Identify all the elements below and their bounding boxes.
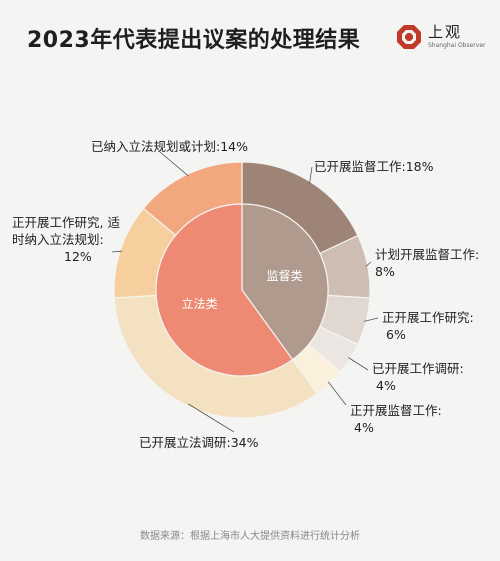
inner-slice-0 bbox=[241, 203, 329, 361]
brand-logo: 上观 Shanghai Observer bbox=[396, 24, 485, 50]
label-work-research: 正开展工作研究: 6% bbox=[382, 310, 474, 342]
logo-text: 上观 bbox=[428, 23, 463, 41]
label-legislative-plan: 已纳入立法规划或计划:14% bbox=[91, 139, 248, 154]
leader-line-0 bbox=[309, 166, 313, 184]
inner-slice-label-0: 监督类 bbox=[267, 268, 303, 283]
leader-line-1 bbox=[365, 261, 372, 267]
label-supervision-planned: 计划开展监督工作: 8% bbox=[375, 247, 480, 279]
label-supervision-done: 已开展监督工作:18% bbox=[314, 159, 434, 174]
leader-line-6 bbox=[111, 250, 123, 253]
leader-line-2 bbox=[363, 317, 379, 322]
inner-slice-1 bbox=[155, 203, 294, 377]
label-supervision-ongoing: 正开展监督工作: 4% bbox=[350, 403, 442, 435]
label-work-survey: 已开展工作调研: 4% bbox=[372, 361, 464, 393]
label-legislative-survey: 已开展立法调研:34% bbox=[139, 435, 259, 450]
chart-title: 2023年代表提出议案的处理结果 bbox=[27, 28, 361, 53]
leader-line-5 bbox=[188, 403, 235, 433]
inner-slice-label-1: 立法类 bbox=[181, 296, 217, 311]
leader-line-3 bbox=[348, 357, 369, 371]
data-source-note: 数据来源：根据上海市人大提供资料进行统计分析 bbox=[140, 531, 360, 542]
label-research-timely: 正开展工作研究, 适 时纳入立法规划: 12% bbox=[12, 215, 120, 264]
logo-subtext: Shanghai Observer bbox=[428, 42, 486, 49]
leader-line-4 bbox=[327, 381, 347, 406]
logo-mark-icon bbox=[397, 25, 421, 49]
leader-line-7 bbox=[159, 151, 189, 177]
